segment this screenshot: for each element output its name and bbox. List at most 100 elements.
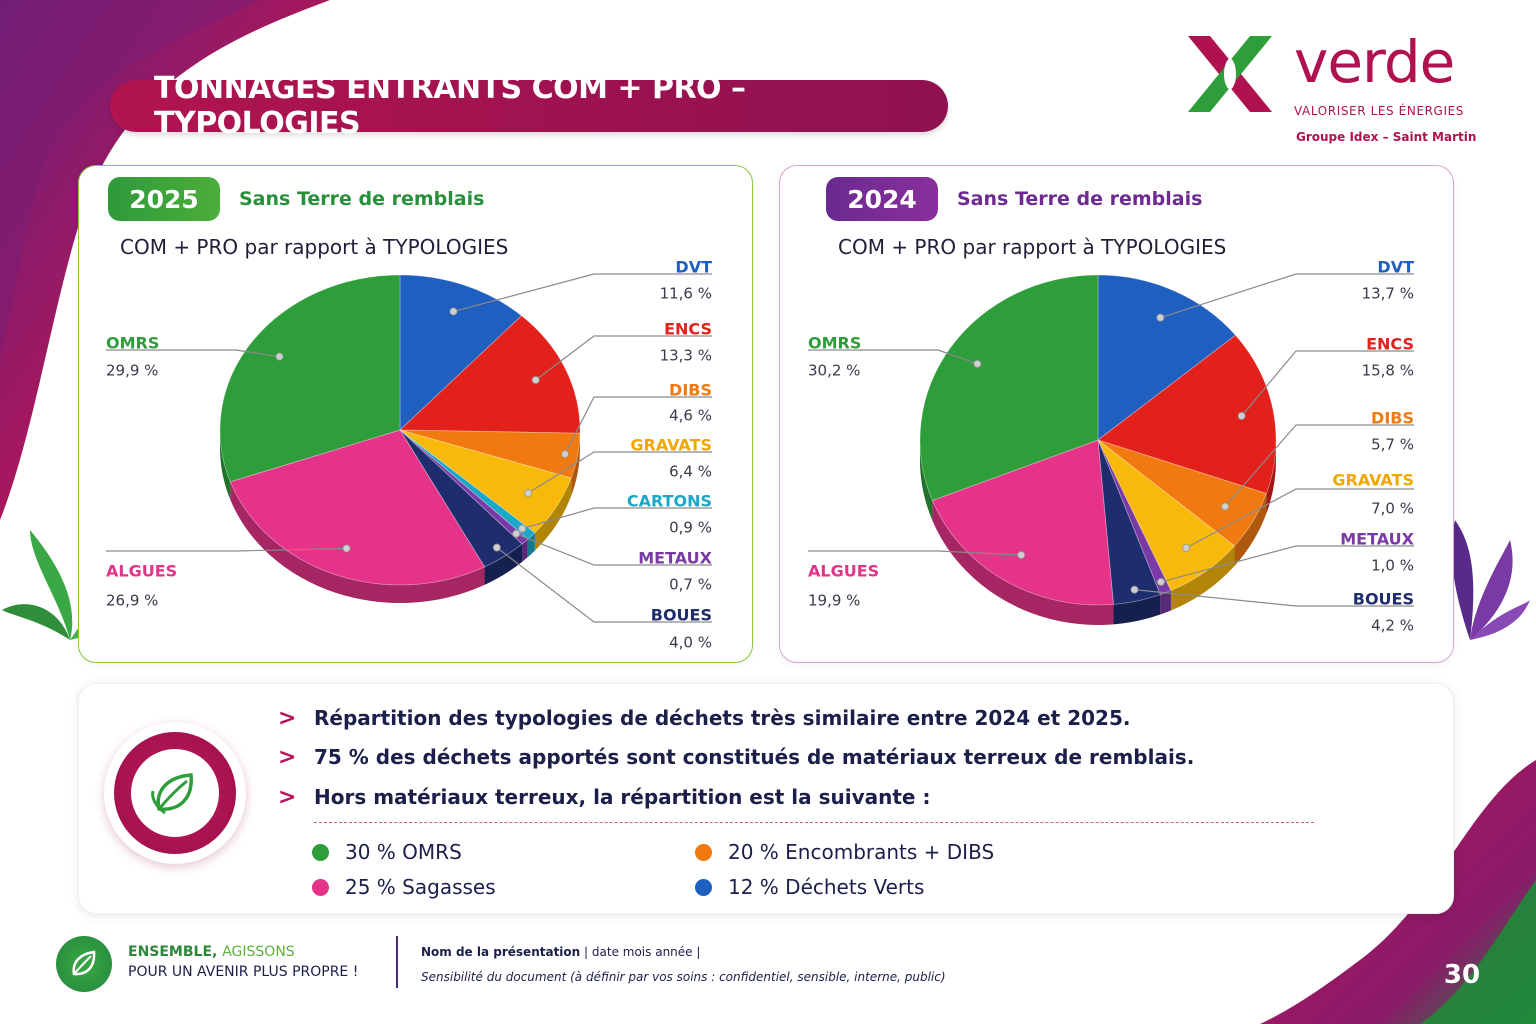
slice-value: 13,7 % <box>1362 285 1414 303</box>
legend-text: 30 % OMRS <box>345 840 462 864</box>
pie-slice-cartons <box>399 429 536 540</box>
legend-dot <box>312 843 329 861</box>
slice-label: BOUES <box>1353 590 1414 609</box>
leader-dot <box>1017 551 1026 559</box>
pie-side-metaux <box>1160 590 1171 615</box>
leader-line <box>1160 545 1414 583</box>
summary-divider <box>314 822 1314 823</box>
leader-line <box>1160 273 1414 319</box>
chevron-right-icon: > <box>278 706 297 731</box>
pie-slice-encs <box>1097 334 1277 495</box>
slice-value: 11,6 % <box>660 285 712 303</box>
slice-value: 6,4 % <box>669 463 712 481</box>
pie-slice-dibs <box>399 429 581 479</box>
legend-text: 25 % Sagasses <box>345 875 496 899</box>
leader-dot <box>524 489 533 497</box>
slice-label: METAUX <box>1340 530 1414 549</box>
leader-line <box>496 547 712 623</box>
note-2025: Sans Terre de remblais <box>239 188 485 210</box>
pie-side-omrs <box>920 440 933 521</box>
footer-slogan-bold: ENSEMBLE, <box>128 944 218 960</box>
slice-label: OMRS <box>106 334 159 353</box>
summary-bullet-text: Hors matériaux terreux, la répartition e… <box>314 785 931 809</box>
chevron-right-icon: > <box>278 785 297 810</box>
leader-line <box>106 349 280 358</box>
legend-dot <box>695 878 712 896</box>
leader-line <box>1224 424 1414 507</box>
slice-label: GRAVATS <box>1332 471 1414 490</box>
pie-slice-gravats <box>1097 439 1236 592</box>
pie-side-dibs <box>571 433 580 496</box>
leader-dot <box>1130 585 1139 594</box>
verde-logo-icon <box>1188 36 1272 112</box>
leader-line <box>106 547 347 552</box>
pie-side-encs <box>1266 440 1276 514</box>
logo-group: Groupe Idex – Saint Martin <box>1296 130 1477 144</box>
slice-value: 13,3 % <box>660 347 712 365</box>
footer-date: | date mois année | <box>584 945 701 959</box>
logo-tagline: VALORISER LES ÉNERGIES <box>1294 104 1464 118</box>
leader-dot <box>1156 313 1165 322</box>
leader-dot <box>512 529 521 538</box>
footer-slogan-accent: AGISSONS <box>222 944 295 960</box>
slice-value: 19,9 % <box>808 592 860 610</box>
leader-dot <box>531 376 540 384</box>
year-badge-2024: 2024 <box>826 177 938 221</box>
leader-dot <box>342 544 351 553</box>
pie-side-omrs <box>220 430 231 500</box>
leader-line <box>522 507 712 530</box>
leader-line <box>515 533 712 566</box>
leader-dot <box>275 352 284 361</box>
slice-value: 1,0 % <box>1371 557 1414 575</box>
pie-side-boues <box>1113 594 1161 625</box>
slice-label: DVT <box>1377 258 1414 277</box>
summary-box <box>78 683 1454 914</box>
footer-presentation-name: Nom de la présentation <box>421 945 581 959</box>
pie-side-boues <box>484 543 522 585</box>
slice-label: DIBS <box>669 381 712 400</box>
slice-value: 0,7 % <box>669 576 712 594</box>
summary-bullet-1: > Répartition des typologies de déchets t… <box>278 706 1130 731</box>
pie-slice-dvt <box>399 274 523 431</box>
page-number: 30 <box>1443 960 1481 990</box>
leader-dot <box>973 359 982 368</box>
leaf-decor-right <box>1451 520 1530 640</box>
summary-bullet-3: > Hors matériaux terreux, la répartition … <box>278 785 930 810</box>
leaf-icon <box>151 773 193 815</box>
slice-label: ENCS <box>664 320 712 339</box>
slice-value: 26,9 % <box>106 592 158 610</box>
slice-label: ENCS <box>1366 335 1414 354</box>
legend-dot <box>312 878 329 896</box>
year-badge-2025: 2025 <box>108 177 220 221</box>
legend-item: 20 % Encombrants + DIBS <box>695 840 994 864</box>
slice-label: DVT <box>675 258 712 277</box>
slice-value: 29,9 % <box>106 362 158 380</box>
pie-slice-boues <box>1097 439 1161 605</box>
pie-slice-dvt <box>1097 274 1237 441</box>
leader-dot <box>1157 578 1165 586</box>
leader-line <box>535 335 712 381</box>
pie-side-dibs <box>1234 493 1267 566</box>
summary-bullet-2: >75 % des déchets apportés sont constitu… <box>278 745 1194 770</box>
slice-label: ALGUES <box>106 562 177 581</box>
leader-dot <box>1237 412 1246 420</box>
leader-dot <box>449 307 458 316</box>
footer-slogan-line2: POUR UN AVENIR PLUS PROPRE ! <box>128 964 359 980</box>
pie-side-algues <box>932 500 1114 625</box>
leader-line <box>453 273 712 313</box>
slice-value: 15,8 % <box>1362 362 1414 380</box>
slice-value: 30,2 % <box>808 362 860 380</box>
leader-line <box>1241 350 1414 417</box>
footer-leaf-icon <box>72 950 96 976</box>
leader-dot <box>1182 544 1190 552</box>
legend-text: 20 % Encombrants + DIBS <box>728 840 995 864</box>
pie-slice-boues <box>399 429 523 568</box>
leader-dot <box>518 524 527 533</box>
slice-label: CARTONS <box>627 492 712 511</box>
leader-dot <box>561 450 569 458</box>
pie-slice-algues <box>229 429 486 586</box>
pie-chart-2024: DVT 13,7 % ENCS 15,8 % DIBS 5,7 % GRAVATS 7,0 %… <box>808 258 1415 635</box>
pie-slice-dibs <box>1097 439 1267 547</box>
